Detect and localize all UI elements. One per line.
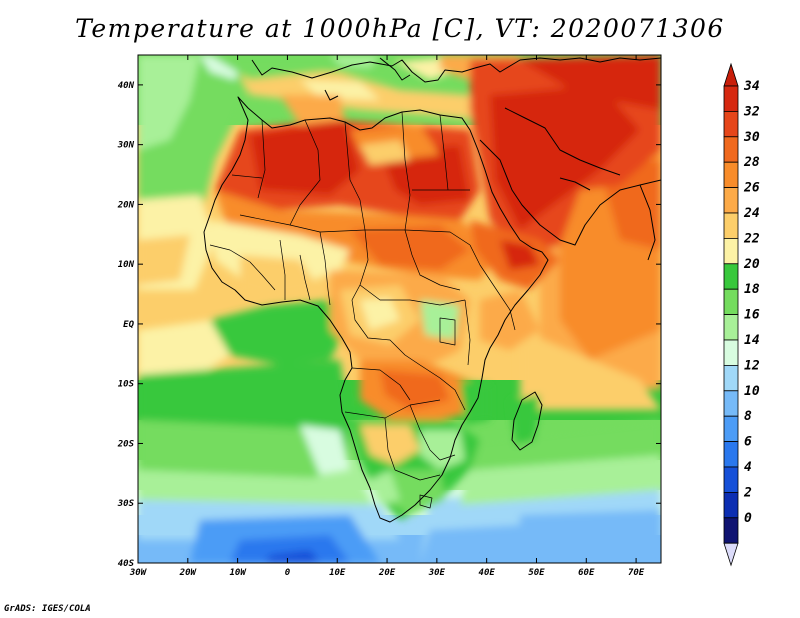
lon-tick-label: 40E (479, 568, 496, 578)
colorbar-label: 16 (744, 308, 760, 323)
colorbar-segment (723, 314, 739, 341)
lon-tick-label: 20W (179, 568, 198, 578)
colorbar-label: 30 (743, 130, 760, 145)
lon-tick-label: 30W (129, 568, 148, 578)
colorbar-segment (723, 415, 739, 443)
latitude-axis: 40N 30N 20N 10N EQ 10S 20S 30S 40S (117, 81, 661, 569)
lon-tick-label: 20E (378, 568, 396, 578)
colorbar-segment (723, 466, 739, 493)
country-borders (209, 111, 516, 509)
colorbar-label: 8 (744, 409, 752, 424)
colorbar-label: 0 (744, 511, 752, 526)
colorbar-segment (723, 517, 739, 544)
lat-tick-label: 10N (118, 260, 135, 270)
colorbar-segment (723, 491, 739, 519)
lon-tick-label: 50E (528, 568, 545, 578)
lat-tick-label: 40N (118, 81, 135, 91)
temperature-field (138, 55, 661, 563)
colorbar-segment (723, 136, 739, 163)
colorbar-segment (723, 339, 739, 366)
colorbar-label: 32 (743, 104, 760, 119)
colorbar-label: 28 (743, 155, 760, 170)
lon-tick-label: 10E (329, 568, 346, 578)
page-title: Temperature at 1000hPa [C], VT: 20200713… (75, 14, 725, 43)
credit-label: GrADS: IGES/COLA (4, 604, 91, 614)
lat-tick-label: 20N (117, 200, 135, 210)
lat-tick-label: 30S (117, 499, 135, 509)
colorbar-label: 2 (743, 485, 752, 500)
colorbar-label: 20 (743, 257, 760, 272)
lat-tick-label: 20S (117, 439, 135, 449)
longitude-axis: 30W 20W 10W 0 10E 20E 30E 40E 50E 60E 70E (129, 55, 645, 578)
colorbar-label: 34 (743, 79, 760, 94)
colorbar-segment (723, 390, 739, 417)
colorbar-segment (723, 161, 739, 188)
colorbar-segment (723, 263, 739, 290)
lon-tick-label: 70E (628, 568, 645, 578)
colorbar-segment (723, 187, 739, 214)
colorbar-label: 6 (744, 435, 752, 450)
colorbar-segment (723, 237, 739, 265)
colorbar-segment (723, 364, 739, 392)
colorbar-segment (723, 111, 739, 138)
map-frame (137, 54, 662, 564)
colorbar-label: 12 (744, 358, 760, 373)
colorbar-label: 10 (744, 384, 760, 399)
lon-tick-label: 60E (578, 568, 595, 578)
colorbar-segment (723, 212, 739, 239)
colorbar-bottom-arrow (723, 542, 739, 567)
lat-tick-label: EQ (123, 320, 134, 330)
coastlines (203, 57, 661, 523)
colorbar-top-arrow (723, 62, 739, 87)
colorbar-label: 24 (743, 206, 760, 221)
colorbar-label: 22 (743, 231, 760, 246)
colorbar-label: 14 (744, 333, 760, 348)
lon-tick-label: 30E (428, 568, 446, 578)
lon-tick-label: 10W (229, 568, 247, 578)
lat-tick-label: 40S (118, 559, 135, 569)
colorbar-label: 26 (743, 181, 760, 196)
lat-tick-label: 30N (117, 141, 135, 151)
colorbar-label: 4 (744, 460, 752, 475)
lat-tick-label: 10S (118, 380, 135, 390)
colorbar-segment (723, 85, 739, 112)
colorbar-segment (723, 441, 739, 468)
lon-tick-label: 0 (285, 568, 291, 578)
colorbar-segment (723, 288, 739, 316)
colorbar-label: 18 (744, 282, 760, 297)
